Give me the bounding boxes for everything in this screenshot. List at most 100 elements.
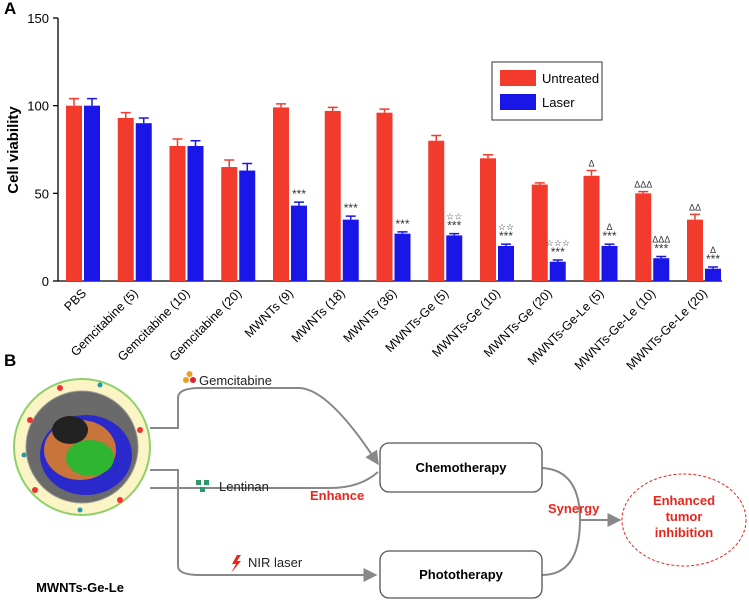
significance-label: ***	[551, 245, 565, 259]
bar	[187, 145, 204, 281]
legend-label: Untreated	[542, 71, 599, 86]
input-label: NIR laser	[248, 555, 303, 570]
bar	[169, 145, 186, 281]
significance-label: ΔΔΔ	[634, 180, 652, 190]
bar	[549, 261, 566, 281]
error-bar	[224, 159, 235, 168]
error-bar	[172, 138, 183, 146]
error-bar	[690, 213, 700, 220]
significance-label: Δ	[710, 245, 716, 255]
therapy-label: Phototherapy	[419, 567, 504, 582]
bar	[135, 123, 152, 281]
gemcitabine-icon	[183, 371, 196, 383]
bar	[583, 175, 600, 281]
significance-label: ΔΔ	[689, 202, 701, 212]
bar	[117, 117, 134, 281]
error-bar	[87, 97, 97, 106]
bar	[531, 184, 548, 281]
synergy-label: Synergy	[548, 501, 600, 516]
significance-label: ☆☆	[446, 212, 462, 222]
legend-swatch	[500, 94, 536, 110]
x-tick-label: MWNTs (9)	[242, 286, 296, 340]
error-bar	[501, 243, 511, 246]
error-bar	[138, 117, 149, 124]
significance-label: ***	[395, 217, 409, 231]
panel-label: A	[4, 0, 16, 18]
error-bar	[604, 243, 615, 246]
laser-icon	[231, 555, 241, 573]
bar	[66, 105, 82, 282]
y-tick-label: 100	[27, 99, 49, 114]
significance-label: ☆☆☆	[546, 238, 570, 248]
error-bar	[586, 169, 597, 176]
error-bar	[638, 190, 649, 194]
lentinan-icon	[196, 480, 209, 492]
significance-label: ***	[447, 219, 461, 233]
y-tick-label: 0	[42, 274, 49, 289]
significance-label: ΔΔΔ	[652, 234, 670, 244]
legend-label: Laser	[542, 95, 575, 110]
significance-label: ***	[602, 229, 616, 243]
bar	[601, 245, 618, 281]
error-bar	[190, 139, 201, 146]
arrows	[150, 387, 622, 582]
significance-label: ***	[499, 229, 513, 243]
bar	[221, 167, 238, 281]
legend-swatch	[500, 70, 536, 86]
bar	[446, 235, 463, 281]
error-bar	[294, 201, 304, 206]
bar	[291, 205, 307, 281]
outcome-label: Enhanced	[653, 493, 715, 508]
bar	[239, 170, 256, 281]
bar	[705, 268, 721, 281]
therapy-box	[379, 550, 543, 599]
outcome-label: tumor	[666, 509, 703, 524]
error-bar	[708, 266, 718, 269]
input-label: Lentinan	[219, 479, 269, 494]
y-axis-label: Cell viability	[5, 106, 22, 194]
bar	[376, 112, 393, 282]
error-bar	[327, 106, 338, 111]
error-bar	[483, 154, 493, 159]
significance-label: ***	[654, 241, 668, 255]
outcome-ellipse	[621, 473, 747, 567]
significance-label: ***	[344, 201, 358, 215]
error-bar	[431, 134, 442, 141]
error-bar	[345, 215, 356, 220]
bar	[653, 258, 670, 281]
nanotube-illustration	[13, 378, 151, 516]
input-label: Gemcitabine	[199, 373, 272, 388]
panel-label: B	[4, 351, 16, 370]
significance-label: ***	[706, 252, 720, 266]
significance-label: ***	[292, 187, 306, 201]
error-bar	[69, 97, 79, 106]
error-bar	[656, 255, 667, 259]
outcome-label: inhibition	[655, 525, 714, 540]
bar	[84, 105, 100, 282]
y-tick-label: 50	[35, 186, 49, 201]
bar	[498, 245, 514, 281]
y-tick-label: 150	[27, 11, 49, 26]
error-bar	[242, 162, 253, 171]
error-bar	[449, 232, 460, 236]
x-tick-label: PBS	[62, 286, 90, 314]
bar	[273, 107, 289, 281]
significance-label: Δ	[588, 159, 594, 169]
error-bar	[397, 231, 408, 234]
significance-label: Δ	[606, 222, 612, 232]
error-bar	[552, 259, 563, 262]
error-bar	[534, 182, 545, 185]
therapy-box	[379, 442, 543, 493]
bar	[687, 219, 703, 281]
therapy-label: Chemotherapy	[415, 460, 507, 475]
bar	[428, 140, 445, 281]
bar	[394, 233, 411, 281]
material-label: MWNTs-Ge-Le	[36, 580, 124, 595]
error-bar	[120, 111, 131, 118]
bar	[480, 158, 496, 281]
significance-label: ☆☆	[498, 222, 514, 232]
bar	[324, 110, 341, 281]
x-tick-label: MWNTs (18)	[289, 286, 348, 345]
